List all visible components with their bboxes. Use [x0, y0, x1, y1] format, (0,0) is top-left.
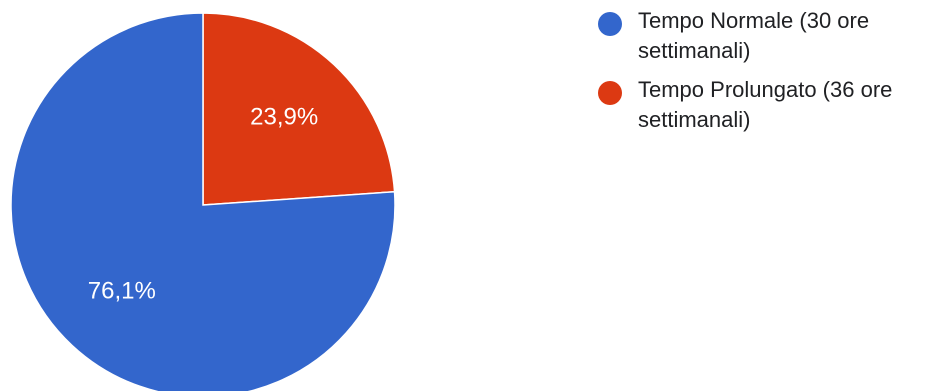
pie-slices [10, 12, 396, 391]
legend-item-tempo-normale[interactable]: Tempo Normale (30 ore settimanali) [598, 6, 934, 66]
legend-label: Tempo Prolungato (36 ore settimanali) [638, 77, 893, 132]
legend-swatch-icon [598, 81, 622, 105]
legend-swatch-icon [598, 12, 622, 36]
pie-slice-labels: 23,9% 76,1% [88, 103, 318, 304]
pie-slice-tempo-prolungato[interactable] [202, 12, 396, 206]
legend-item-tempo-prolungato[interactable]: Tempo Prolungato (36 ore settimanali) [598, 75, 934, 135]
legend-label: Tempo Normale (30 ore settimanali) [638, 8, 870, 63]
pie-slice-label: 76,1% [88, 277, 156, 304]
chart-legend: Tempo Normale (30 ore settimanali) Tempo… [598, 6, 934, 144]
pie-slice-tempo-normale[interactable] [10, 12, 396, 391]
pie-slice-label: 23,9% [250, 103, 318, 130]
